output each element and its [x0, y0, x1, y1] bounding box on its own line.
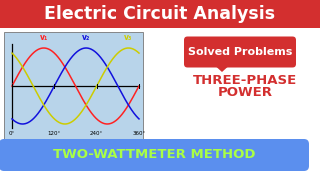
FancyBboxPatch shape [0, 0, 320, 28]
Text: v₂: v₂ [82, 33, 90, 42]
FancyBboxPatch shape [0, 139, 309, 171]
Text: 240°: 240° [90, 131, 103, 136]
Text: Electric Circuit Analysis: Electric Circuit Analysis [44, 5, 276, 23]
Polygon shape [212, 63, 232, 72]
Text: THREE-PHASE: THREE-PHASE [193, 73, 297, 87]
FancyBboxPatch shape [4, 32, 143, 148]
Text: 120°: 120° [48, 131, 61, 136]
Text: Solved Problems: Solved Problems [188, 47, 292, 57]
Text: POWER: POWER [218, 87, 273, 100]
Text: TWO-WATTMETER METHOD: TWO-WATTMETER METHOD [53, 148, 255, 161]
Text: 360°: 360° [132, 131, 146, 136]
FancyBboxPatch shape [184, 37, 296, 68]
Text: v₁: v₁ [40, 33, 48, 42]
Text: v₃: v₃ [124, 33, 132, 42]
Text: 0°: 0° [9, 131, 15, 136]
